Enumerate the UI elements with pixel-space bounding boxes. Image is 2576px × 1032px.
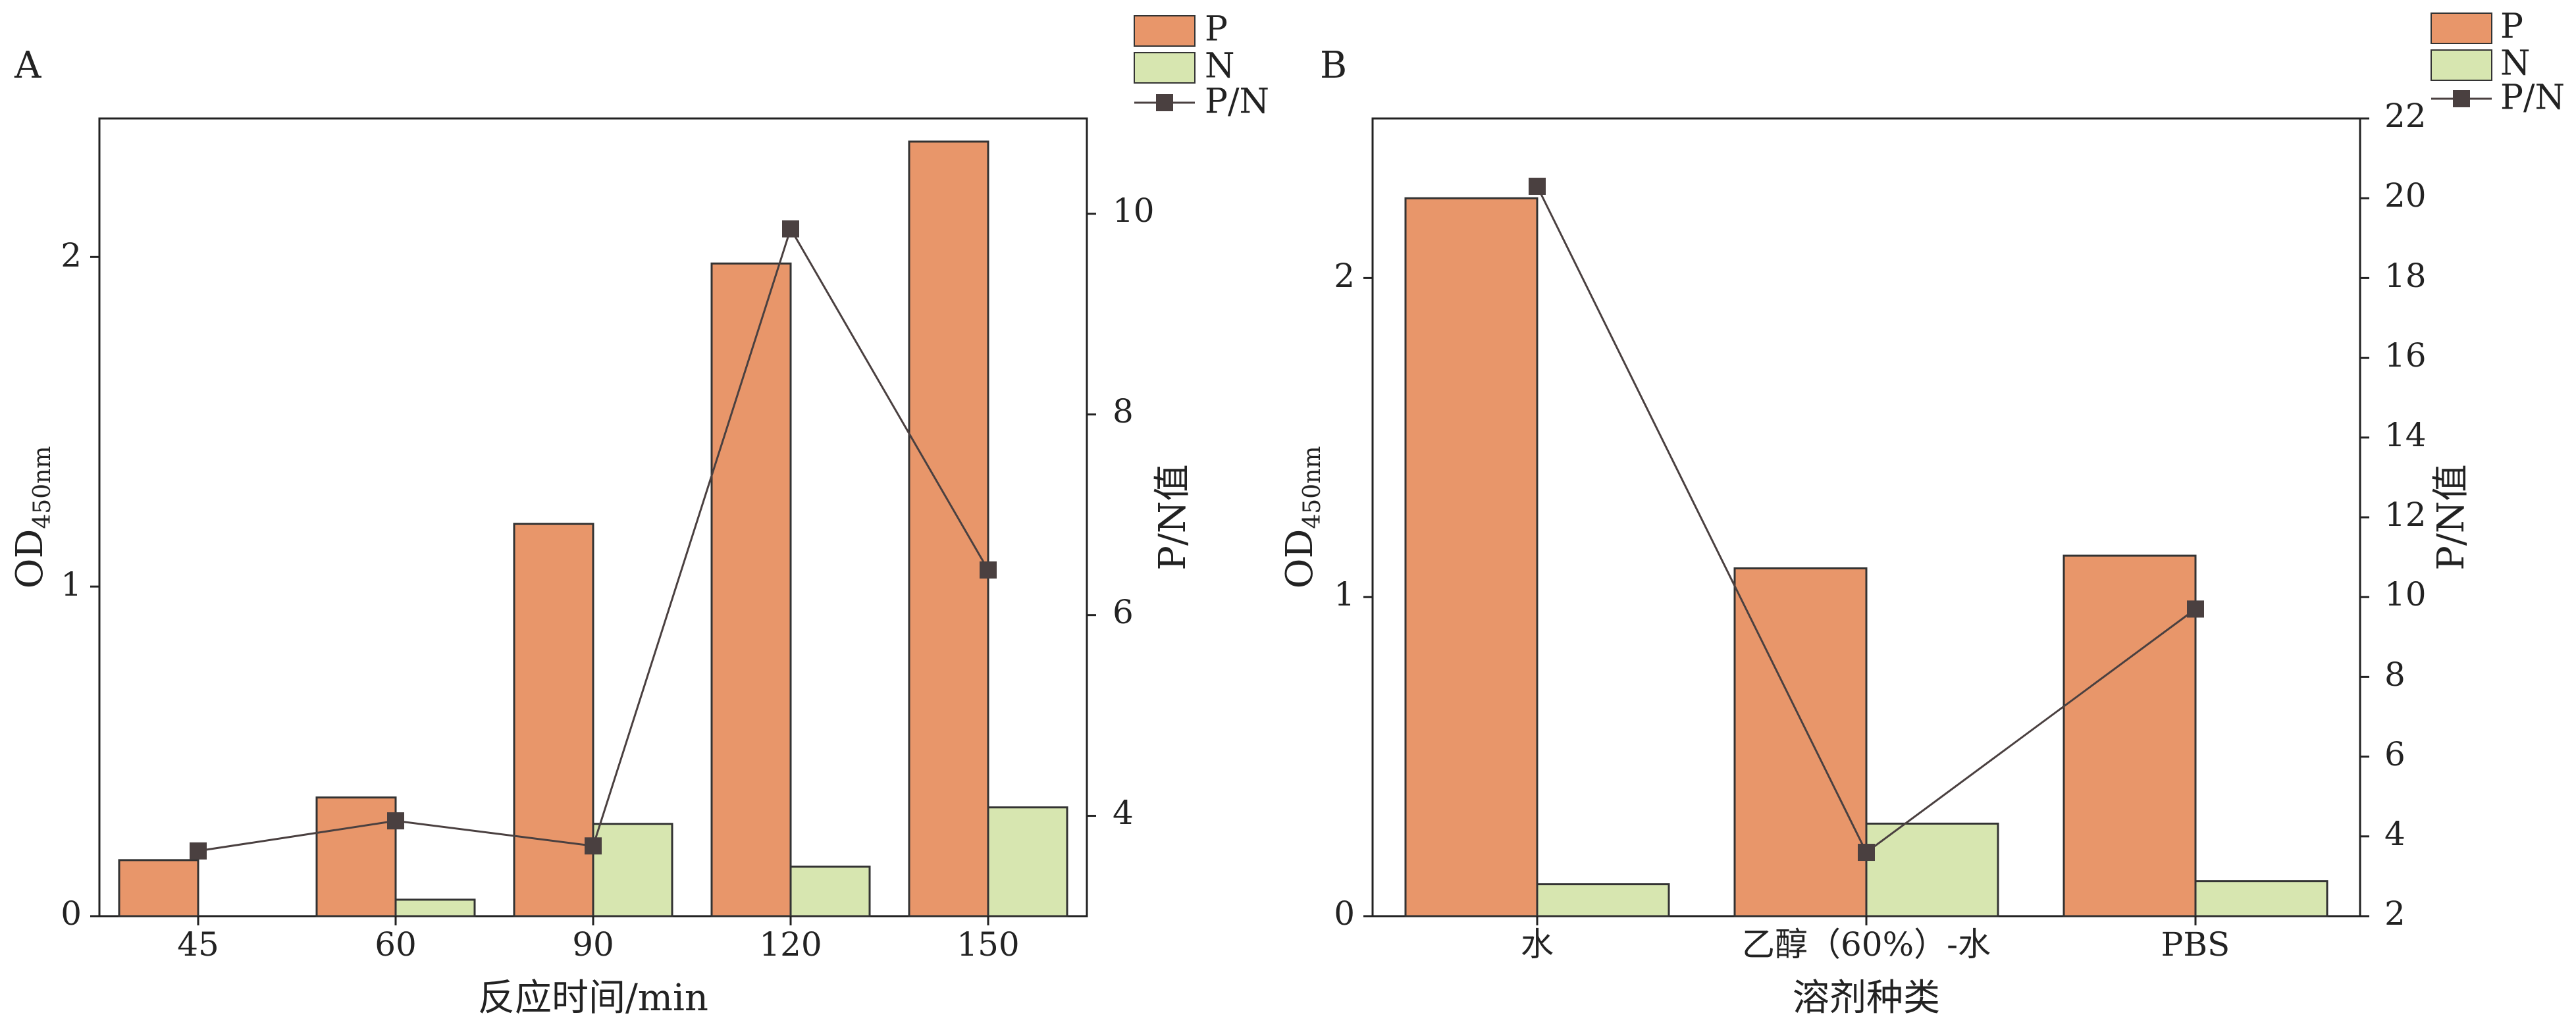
panel-a-pn-point-0 — [190, 842, 207, 860]
panel-b-legend-swatch-n — [2431, 49, 2492, 81]
panel-a-legend-swatch-p — [1134, 15, 1196, 47]
panel-a-y-axis-title-main: OD — [9, 529, 51, 589]
panel-a-bar-p-4 — [908, 140, 989, 917]
panel-a: A 0 1 2 4 6 8 10 45 60 90 120 150 反应时间/m… — [9, 10, 1269, 1020]
panel-a-legend-label-p: P — [1205, 10, 1228, 49]
panel-a-y2-tick-6: 6 — [1113, 593, 1134, 631]
panel-b-y2-tick-10: 10 — [2384, 575, 2427, 613]
panel-a-pn-point-2 — [585, 837, 602, 855]
panel-a-bar-p-3 — [710, 262, 792, 917]
panel-a-bar-n-4 — [987, 806, 1068, 917]
panel-a-y2-tick-10: 10 — [1113, 192, 1155, 230]
panel-a-bar-n-1 — [394, 898, 476, 917]
panel-b-ticks — [1363, 117, 2369, 925]
panel-a-y2-axis-title: P/N值 — [1151, 464, 1194, 571]
panel-b-y-tick-2: 2 — [1334, 257, 1355, 295]
panel-a-x-tick-labels: 45 60 90 120 150 — [177, 925, 1020, 964]
panel-b-x-tick-pbs: PBS — [2161, 925, 2230, 964]
panel-a-y-tick-labels: 0 1 2 — [61, 236, 82, 933]
panel-b-y2-tick-12: 12 — [2384, 496, 2427, 534]
panel-b-legend-marker-pn — [2453, 90, 2470, 107]
panel-b-y2-axis-title: P/N值 — [2430, 464, 2473, 571]
panel-a-y-tick-2: 2 — [61, 236, 82, 274]
panel-a-label: A — [14, 44, 41, 87]
panel-b-legend-label-n: N — [2500, 44, 2531, 84]
panel-b-y2-tick-2: 2 — [2384, 894, 2405, 933]
panel-a-x-tick-150: 150 — [957, 925, 1019, 964]
panel-b-bar-n-1 — [1865, 822, 1999, 917]
panel-a-pn-line — [190, 220, 997, 860]
panel-b-legend-swatch-p — [2431, 13, 2492, 44]
panel-a-x-axis-title: 反应时间/min — [478, 977, 708, 1019]
panel-a-x-tick-45: 45 — [177, 925, 219, 964]
panel-a-y-axis-title-sub: 450nm — [29, 446, 56, 529]
panel-b-bar-n-0 — [1536, 883, 1670, 917]
panel-b-y-axis-title-sub: 450nm — [1299, 446, 1326, 529]
panel-a-bar-p-1 — [315, 796, 397, 917]
panel-a-bar-p-0 — [118, 859, 199, 917]
panel-b-legend-label-p: P — [2500, 7, 2523, 47]
panel-b-y-axis-title: OD450nm — [1278, 446, 1326, 589]
panel-a-bars — [118, 140, 1068, 917]
panel-b-pn-point-1 — [1858, 844, 1875, 862]
panel-a-x-tick-90: 90 — [572, 925, 614, 964]
panel-b-y2-tick-6: 6 — [2384, 735, 2405, 773]
panel-b-bars — [1404, 197, 2328, 917]
panel-a-x-tick-60: 60 — [375, 925, 417, 964]
panel-b-pn-point-2 — [2187, 600, 2204, 618]
panel-b-label: B — [1320, 44, 1347, 87]
panel-b-y2-tick-14: 14 — [2384, 416, 2427, 454]
panel-b-bar-p-1 — [1733, 567, 1868, 917]
panel-b-y2-tick-labels: 2 4 6 8 10 12 14 16 18 20 22 — [2384, 97, 2427, 933]
panel-b-y2-tick-8: 8 — [2384, 656, 2405, 694]
panel-b-x-axis-title: 溶剂种类 — [1793, 977, 1940, 1019]
panel-b-y-tick-0: 0 — [1334, 894, 1355, 933]
panel-b-y-tick-1: 1 — [1334, 575, 1355, 613]
panel-a-y-axis-title: OD450nm — [9, 446, 56, 589]
panel-b-y-axis-title-main: OD — [1278, 529, 1321, 589]
panel-b-pn-line — [1529, 178, 2204, 862]
panel-a-legend-label-pn: P/N — [1205, 82, 1269, 122]
panel-a-bar-p-2 — [513, 523, 594, 917]
panel-a-legend: P N P/N — [1134, 10, 1269, 122]
panel-a-ticks — [90, 213, 1096, 925]
panel-b-y-tick-labels: 0 1 2 — [1334, 257, 1355, 933]
panel-a-y-tick-1: 1 — [61, 565, 82, 604]
panel-a-y2-tick-4: 4 — [1113, 794, 1134, 832]
panel-a-bar-n-3 — [789, 865, 871, 917]
panel-a-pn-point-3 — [782, 220, 799, 238]
panel-b-legend-label-pn: P/N — [2500, 78, 2565, 118]
panel-a-y2-tick-8: 8 — [1113, 392, 1134, 430]
panel-a-y2-tick-labels: 4 6 8 10 — [1113, 192, 1155, 832]
panel-b-x-tick-water: 水 — [1521, 925, 1554, 964]
panel-b-pn-point-0 — [1529, 178, 1546, 195]
panel-a-pn-point-1 — [387, 812, 404, 830]
panel-b-legend: P N P/N — [2431, 7, 2565, 118]
panel-b-y2-tick-20: 20 — [2384, 176, 2427, 215]
panel-b-x-tick-ethanol-water: 乙醇（60%）-水 — [1742, 925, 1991, 964]
panel-b-y2-tick-16: 16 — [2384, 336, 2427, 374]
panel-b-bar-p-2 — [2063, 554, 2197, 917]
panel-a-y-tick-0: 0 — [61, 894, 82, 933]
panel-b-bar-n-2 — [2194, 880, 2328, 917]
panel-b-y2-tick-22: 22 — [2384, 97, 2427, 135]
panel-a-legend-marker-pn — [1156, 94, 1173, 111]
panel-b: B 0 1 2 2 4 6 8 10 12 14 16 18 20 22 水 乙… — [1278, 7, 2565, 1020]
panel-b-y2-tick-18: 18 — [2384, 257, 2427, 295]
panel-a-x-tick-120: 120 — [759, 925, 822, 964]
panel-a-legend-swatch-n — [1134, 52, 1196, 84]
panel-b-bar-p-0 — [1404, 197, 1538, 917]
panel-b-y2-tick-4: 4 — [2384, 815, 2405, 853]
panel-b-x-tick-labels: 水 乙醇（60%）-水 PBS — [1521, 925, 2230, 964]
panel-a-legend-label-n: N — [1205, 47, 1235, 86]
panel-a-bar-n-2 — [592, 823, 673, 917]
panel-a-pn-point-4 — [980, 561, 997, 579]
